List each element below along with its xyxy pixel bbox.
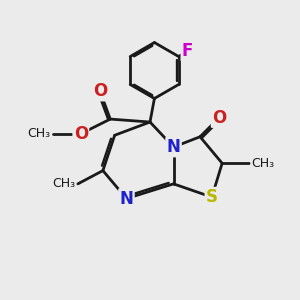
Text: N: N	[167, 138, 181, 156]
Text: O: O	[93, 82, 107, 100]
Text: CH₃: CH₃	[27, 127, 50, 140]
Text: CH₃: CH₃	[251, 157, 274, 170]
Text: S: S	[206, 188, 218, 206]
Text: N: N	[119, 190, 134, 208]
Text: O: O	[74, 125, 88, 143]
Text: CH₃: CH₃	[52, 177, 76, 190]
Text: F: F	[182, 42, 193, 60]
Text: O: O	[212, 109, 226, 127]
